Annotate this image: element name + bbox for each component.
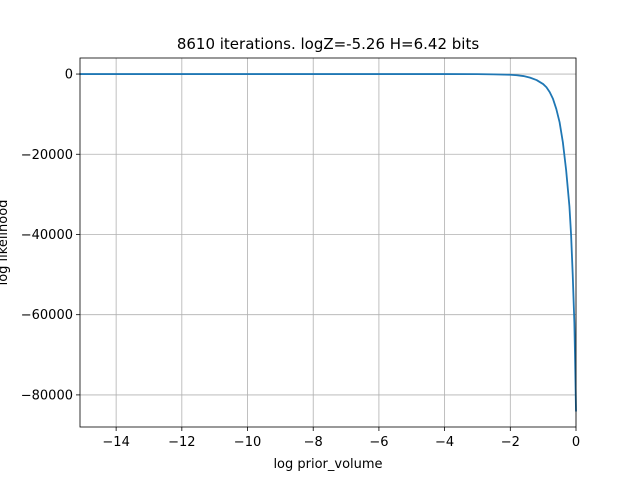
plot-frame xyxy=(79,57,577,428)
series-layer xyxy=(79,73,577,412)
log-likelihood-line xyxy=(79,73,577,412)
y-tick-label: −80000 xyxy=(21,388,73,403)
y-tick-label: −20000 xyxy=(21,148,73,163)
y-tick-label: −60000 xyxy=(21,308,73,323)
y-tick-label: 0 xyxy=(65,68,73,83)
x-tick-label: −10 xyxy=(234,435,261,450)
x-tick-label: −8 xyxy=(304,435,323,450)
grid xyxy=(80,58,577,427)
axis-ticks: −14 −12 −10 −8 −6 −4 −2 0 0 −20000 −40000 −60000 −80… xyxy=(21,68,580,450)
y-tick-label: −40000 xyxy=(21,228,73,243)
x-tick-label: −12 xyxy=(168,435,195,450)
x-tick-label: −14 xyxy=(102,435,129,450)
x-tick-label: 0 xyxy=(572,435,580,450)
x-tick-label: −6 xyxy=(369,435,388,450)
x-tick-label: −2 xyxy=(501,435,520,450)
x-tick-label: −4 xyxy=(435,435,454,450)
y-axis-title: log likelihood xyxy=(0,200,11,286)
chart-title: 8610 iterations. logZ=-5.26 H=6.42 bits xyxy=(177,35,480,53)
x-axis-title: log prior_volume xyxy=(273,457,382,472)
